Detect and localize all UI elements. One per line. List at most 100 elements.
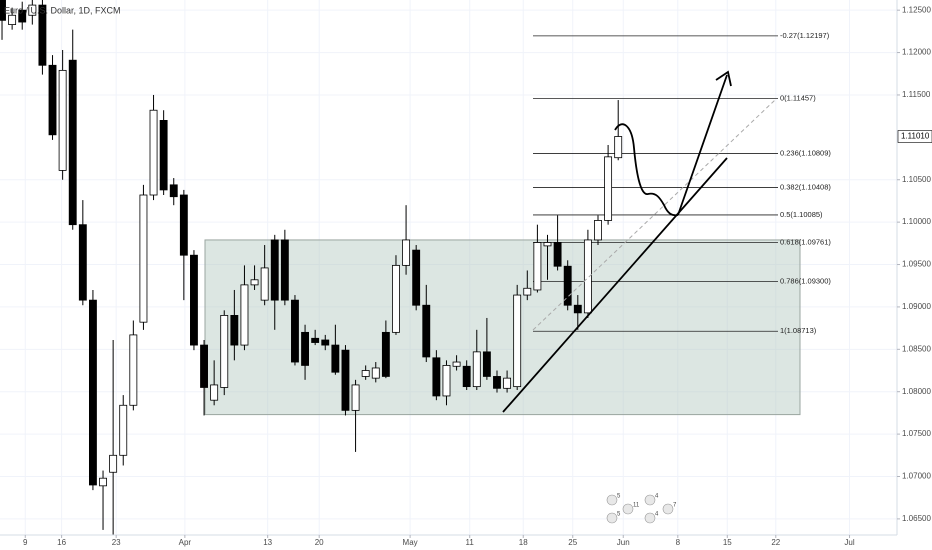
candle-body [594,220,602,241]
y-tick-label: 1.12000 [902,48,931,57]
candle-body [493,376,501,389]
candle-body [169,184,178,198]
x-tick-label: Jun [617,538,630,547]
candle-body [402,239,411,266]
candle-body [412,249,421,306]
event-icon [662,503,674,515]
y-tick-label: 1.07000 [902,472,931,481]
fib-layer: -0.27(1.12197) 0(1.11457) 0.236(1.10809) 0.… [533,31,831,335]
candle-body [0,0,6,21]
candle-body [503,377,512,389]
trend-line [502,157,728,413]
candle-body [573,304,582,314]
event-count: 4 [655,494,659,500]
candle-body [604,156,613,221]
candle-body [99,477,107,487]
candle-body [482,351,491,377]
candle-body [190,254,198,346]
candle-body [200,344,208,388]
event-icon [606,512,618,524]
last-price-box [897,130,932,143]
candle-body [543,242,552,247]
candle-body [68,59,77,226]
candle-body [452,361,461,367]
x-tick-label: 20 [315,538,324,547]
candle-body [18,9,27,23]
chart-title: Euro / U.S. Dollar, 1D, FXCM [4,5,121,15]
candle-body [472,351,481,388]
projection-curve [614,123,679,217]
x-tick-label: Apr [179,538,192,547]
y-tick-label: 1.08500 [902,344,931,353]
candle-body [553,242,562,267]
candle-body [240,284,249,346]
event-count: 4 [655,512,659,518]
x-tick-label: 8 [676,538,681,547]
fib-label: 0.236(1.10809) [780,149,831,158]
event-icon [622,503,634,515]
x-tick-label: 18 [519,538,528,547]
event-count: 11 [633,503,640,509]
fib-label: 0.382(1.10408) [780,183,831,192]
candle-body [280,239,289,301]
event-icon [644,512,656,524]
candle-body [513,294,522,388]
fib-label: 0.786(1.09300) [780,276,831,285]
candle-body [381,331,390,377]
y-tick-label: 1.09000 [902,302,931,311]
candle-body [48,64,57,136]
candle-body [210,384,219,401]
y-tick-label: 1.10500 [902,175,931,184]
drawings [502,70,776,413]
fib-label: 0.618(1.09761) [780,237,831,246]
candle-body [119,404,128,456]
candle-body [432,357,441,397]
candle-body [331,344,340,373]
x-tick-label: 9 [23,538,28,547]
grid [0,0,897,535]
x-tick-label: 11 [466,538,475,547]
candle-body [58,69,67,171]
last-price-label: 1.11010 [901,132,930,141]
arrow-head [715,70,732,87]
candle-body [583,239,592,314]
candle-body [321,339,330,346]
candle-body [351,384,360,411]
candle-body [614,136,623,159]
candle-body [179,194,188,256]
candle-body [361,370,370,377]
x-tick-label: 25 [568,538,577,547]
candle-body [78,224,87,301]
candle-body [230,315,239,346]
candle-body [301,331,309,366]
axes: 1.06500 1.07000 1.07500 1.08000 1.08500 1.090… [23,5,932,547]
fib-label: 0(1.11457) [780,94,816,103]
x-tick-label: Jul [844,538,854,547]
x-tick-label: 22 [771,538,780,547]
candle-body [88,299,97,486]
candle-body [139,194,148,323]
fib-label: -0.27(1.12197) [780,31,830,40]
candle-body [291,299,299,363]
candle-body [250,279,259,286]
candle-body [392,264,400,333]
x-tick-label: 15 [723,538,732,547]
y-tick-label: 1.09500 [902,260,931,269]
candle-body [38,4,47,66]
candle-body [533,242,542,291]
x-tick-label: 16 [57,538,66,547]
candle-body [371,367,380,379]
x-tick-label: May [403,538,418,547]
x-tick-label: 13 [263,538,272,547]
candle-body [341,349,350,411]
candle-body [270,239,279,301]
y-tick-label: 1.07500 [902,429,931,438]
candle-body [109,454,118,473]
candle-body [149,109,158,196]
event-count: 7 [673,503,677,509]
y-tick-label: 1.12500 [902,5,931,14]
candle-body [129,334,138,406]
